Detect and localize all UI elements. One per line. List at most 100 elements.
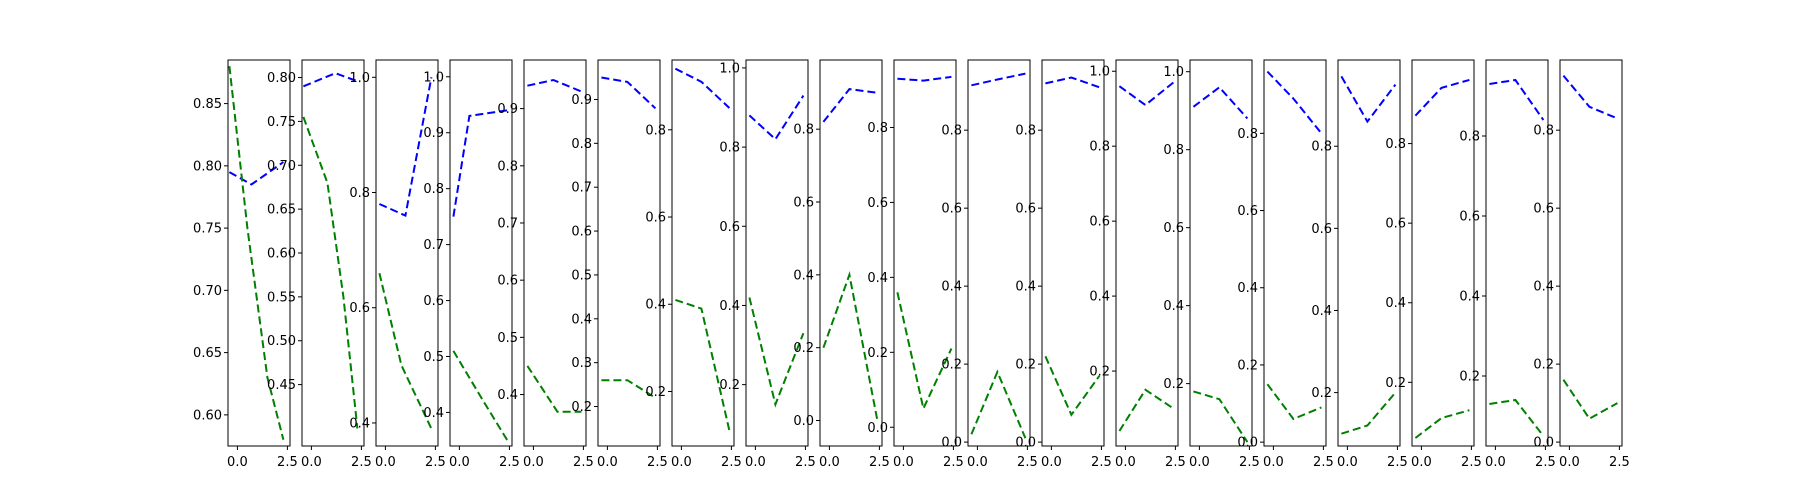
y-tick-label: 0.8 <box>941 124 962 139</box>
y-tick-label: 0.8 <box>1237 127 1258 142</box>
y-tick-label: 1.0 <box>1163 65 1184 80</box>
y-tick-label: 0.7 <box>423 238 444 253</box>
panel-frame <box>1189 59 1253 447</box>
y-tick-label: 0.6 <box>1311 222 1332 237</box>
panel-frame <box>1115 59 1179 447</box>
panel-3: 0.40.60.81.00.0 2.5 <box>349 59 446 470</box>
y-tick-label: 0.5 <box>497 331 518 346</box>
series-line-b-p11 <box>970 369 1027 439</box>
series-line-b-p2 <box>302 116 359 429</box>
y-tick-label: 0.8 <box>1163 143 1184 158</box>
x-tick-label: 2.5 <box>1017 455 1038 470</box>
panel-frame <box>1485 59 1549 447</box>
y-tick-label: 0.2 <box>1385 376 1406 391</box>
series-line-b-p6 <box>601 379 656 399</box>
panel-14: 0.20.40.60.81.00.0 2.5 <box>1163 59 1260 470</box>
x-tick-label: 2.5 <box>351 455 372 470</box>
y-tick-label: 0.4 <box>941 280 962 295</box>
y-tick-label: 0.6 <box>423 294 444 309</box>
y-tick-label: 0.6 <box>1459 210 1480 225</box>
panel-19: 0.00.20.40.60.80.0 2.5 <box>1533 59 1630 470</box>
x-tick-label: 2.5 <box>1313 455 1334 470</box>
y-tick-label: 0.2 <box>1311 386 1332 401</box>
y-tick-label: 0.2 <box>645 385 666 400</box>
y-tick-label: 0.80 <box>193 159 222 174</box>
y-tick-label: 0.8 <box>1015 124 1036 139</box>
y-tick-label: 0.7 <box>497 216 518 231</box>
panel-frame <box>597 59 661 447</box>
y-tick-label: 0.8 <box>1459 130 1480 145</box>
x-tick-label: 0.0 <box>301 455 322 470</box>
x-tick-label: 2.5 <box>1165 455 1186 470</box>
y-tick-label: 0.4 <box>793 268 814 283</box>
y-tick-label: 0.6 <box>1385 217 1406 232</box>
y-tick-label: 0.5 <box>423 350 444 365</box>
x-tick-label: 0.0 <box>523 455 544 470</box>
series-line-a-p9 <box>822 88 878 123</box>
series-line-a-p10 <box>897 75 952 82</box>
panel-frame <box>893 59 957 447</box>
panel-8: 0.20.40.60.81.00.0 2.5 <box>719 59 816 470</box>
x-tick-label: 0.0 <box>1041 455 1062 470</box>
x-tick-label: 0.0 <box>1337 455 1358 470</box>
series-line-b-p18 <box>1489 398 1545 437</box>
y-tick-label: 0.70 <box>193 284 222 299</box>
y-tick-label: 0.60 <box>193 408 222 423</box>
x-tick-label: 0.0 <box>1559 455 1580 470</box>
series-line-b-p13 <box>1118 388 1174 432</box>
y-tick-label: 1.0 <box>719 61 740 76</box>
panel-12: 0.00.20.40.60.80.0 2.5 <box>1015 59 1112 470</box>
panel-frame <box>1263 59 1327 447</box>
x-tick-label: 0.0 <box>597 455 618 470</box>
y-tick-label: 0.4 <box>1311 304 1332 319</box>
x-tick-label: 0.0 <box>671 455 692 470</box>
panel-18: 0.20.40.60.80.0 2.5 <box>1459 59 1556 470</box>
y-tick-label: 0.6 <box>1015 202 1036 217</box>
y-tick-label: 0.2 <box>571 400 592 415</box>
panel-frame <box>745 59 809 447</box>
x-tick-label: 2.5 <box>277 455 298 470</box>
x-tick-label: 0.0 <box>1485 455 1506 470</box>
series-line-a-p14 <box>1192 85 1249 120</box>
x-tick-label: 0.0 <box>375 455 396 470</box>
y-tick-label: 0.7 <box>571 181 592 196</box>
y-tick-label: 0.6 <box>1163 221 1184 236</box>
y-tick-label: 0.2 <box>1163 377 1184 392</box>
y-tick-label: 0.85 <box>193 97 222 112</box>
y-tick-label: 0.6 <box>941 202 962 217</box>
panel-15: 0.0 0.2 0.4 0.6 0.8 0.0 2.5 <box>1237 59 1334 470</box>
series-line-a-p5 <box>527 78 582 93</box>
panel-5: 0.40.50.60.70.80.90.0 2.5 <box>497 59 594 470</box>
panel-6: 0.20.30.40.50.60.70.80.90.0 2.5 <box>571 59 668 470</box>
panel-7: 0.20.40.60.80.0 2.5 <box>645 59 742 470</box>
y-tick-label: 0.4 <box>1163 299 1184 314</box>
x-tick-label: 0.0 <box>1263 455 1284 470</box>
y-tick-label: 0.8 <box>497 159 518 174</box>
y-tick-label: 0.0 <box>793 414 814 429</box>
y-tick-label: 0.2 <box>719 378 740 393</box>
y-tick-label: 0.6 <box>1533 202 1554 217</box>
y-tick-label: 0.4 <box>867 271 888 286</box>
panel-frame <box>671 59 735 447</box>
y-tick-label: 0.9 <box>497 102 518 117</box>
series-line-b-p10 <box>896 292 953 412</box>
y-tick-label: 0.4 <box>497 388 518 403</box>
panel-frame <box>449 59 513 447</box>
y-tick-label: 0.4 <box>1237 281 1258 296</box>
x-tick-label: 2.5 <box>1091 455 1112 470</box>
panel-frame <box>523 59 587 447</box>
x-tick-label: 2.5 <box>721 455 742 470</box>
y-tick-label: 0.2 <box>941 358 962 373</box>
panel-1: 0.60 0.65 0.70 0.75 0.80 0.85 0.0 2.5 <box>193 59 298 470</box>
y-tick-label: 0.75 <box>193 222 222 237</box>
y-tick-label: 0.0 <box>1237 436 1258 451</box>
x-tick-label: 0.0 <box>893 455 914 470</box>
series-line-a-p12 <box>1045 76 1100 89</box>
panel-frame <box>1559 59 1623 447</box>
x-tick-label: 0.0 <box>449 455 470 470</box>
y-tick-label: 0.0 <box>867 421 888 436</box>
panel-10: 0.00.20.40.60.80.0 2.5 <box>867 59 964 470</box>
y-tick-label: 0.65 <box>193 346 222 361</box>
y-tick-label: 0.2 <box>1237 358 1258 373</box>
x-tick-label: 0.0 <box>1189 455 1210 470</box>
